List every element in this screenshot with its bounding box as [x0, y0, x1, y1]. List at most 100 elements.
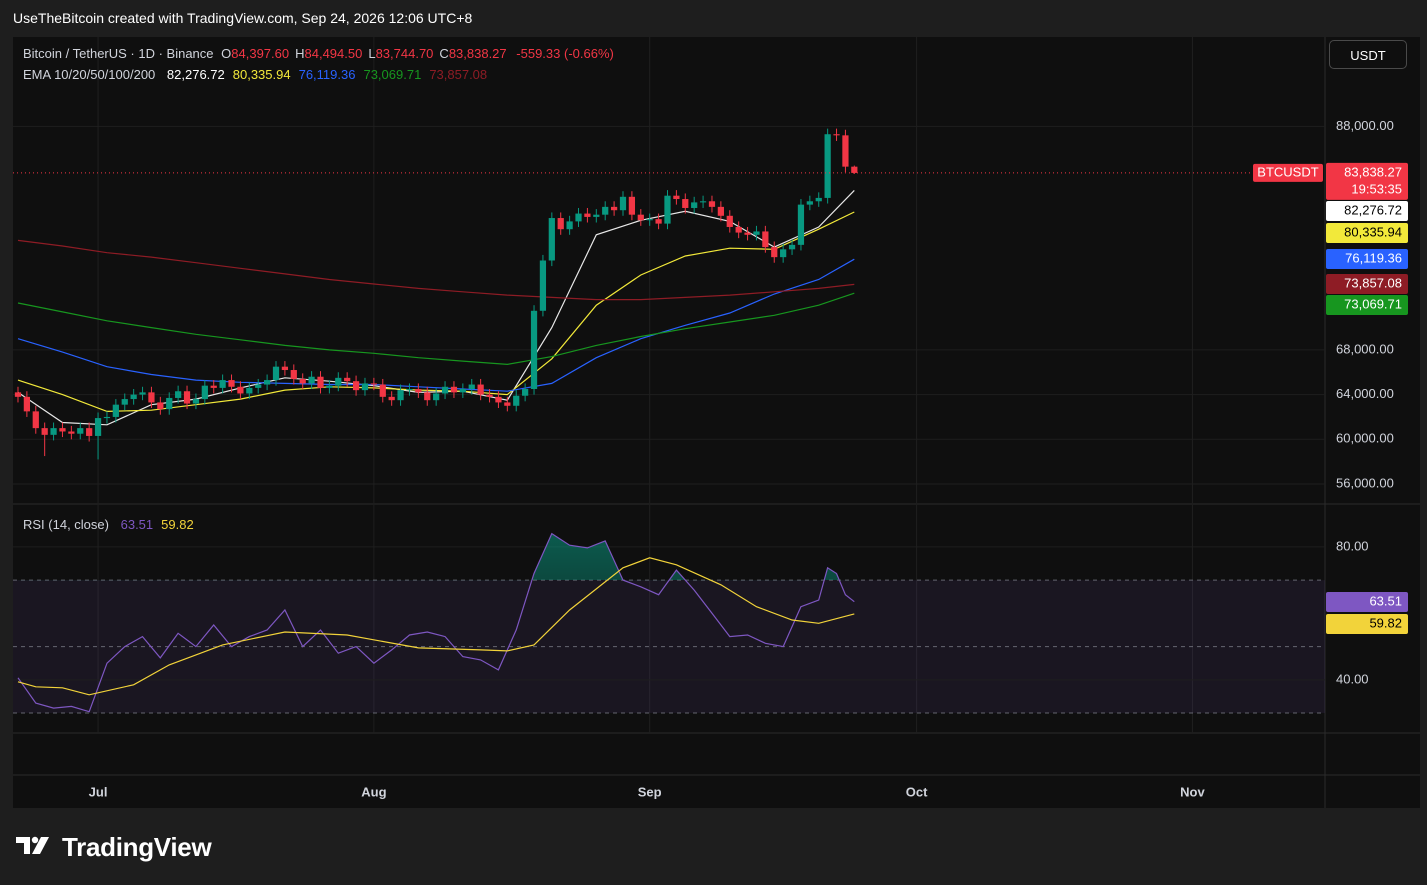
price-tag: [1326, 223, 1408, 243]
currency-button[interactable]: USDT: [1329, 40, 1407, 69]
candle-body: [157, 402, 164, 410]
candle-body: [121, 399, 128, 405]
candle-body: [557, 218, 564, 230]
candle-body: [281, 366, 289, 371]
candle-body: [584, 213, 591, 217]
candle-body: [806, 201, 813, 205]
candle-body: [263, 380, 271, 385]
candle-body: [691, 202, 698, 208]
price-legend: Bitcoin / TetherUS · 1D · Binance O84,39…: [23, 46, 614, 61]
price-tag: [1326, 614, 1408, 634]
x-tick-label: Jul: [89, 784, 108, 799]
candle-body: [344, 377, 351, 382]
candle-body: [762, 231, 769, 248]
candle-body: [237, 386, 244, 394]
candle-body: [637, 214, 644, 221]
candle-body: [210, 385, 217, 388]
price-tag-label: 82,276.72: [1344, 202, 1402, 217]
ohlc-value: 84,397.60: [231, 46, 290, 61]
price-tag: [1326, 295, 1408, 315]
y-tick-label: 40.00: [1336, 671, 1369, 686]
candle-body: [14, 392, 22, 397]
candle-body: [148, 392, 155, 403]
chart-layers: Jul Aug Sep Oct Nov 88,000.00 68,000.00 64,000.…: [13, 37, 1420, 808]
symbol: Bitcoin / TetherUS · 1D · Binance: [23, 46, 214, 61]
candle-body: [610, 206, 618, 211]
x-tick-label: Nov: [1180, 784, 1205, 799]
logo-icon: [16, 836, 49, 854]
candle-body: [539, 260, 547, 311]
ohlc-value: 84,494.50: [304, 46, 363, 61]
candle-body: [166, 397, 173, 410]
candle-body: [130, 394, 137, 400]
candle-body: [433, 393, 440, 401]
candle-body: [566, 221, 573, 230]
candle-body: [255, 384, 262, 388]
rsi-legend: RSI (14, close) 63.51 59.82: [23, 517, 194, 532]
candle-body: [504, 402, 511, 406]
candle-body: [646, 219, 653, 221]
candle-body: [699, 201, 707, 203]
candle-body: [77, 428, 84, 434]
candle-body: [299, 378, 306, 384]
candle-body: [735, 226, 742, 233]
candle-body: [308, 376, 315, 384]
ohlc-value: 83,838.27: [448, 46, 507, 61]
candle-body: [477, 384, 484, 395]
candle-body: [628, 196, 636, 215]
price-tag-label: 73,069.71: [1344, 296, 1402, 311]
candle-body: [771, 247, 778, 258]
candle-body: [103, 416, 111, 419]
ema-value: 73,857.08: [429, 67, 488, 82]
ema-values: 82,276.72 80,335.94 76,119.36 73,069.71 73,8…: [159, 67, 487, 82]
candle-body: [379, 384, 386, 397]
candle-body: [335, 377, 342, 386]
candle-body: [655, 219, 662, 224]
candle-body: [708, 201, 716, 207]
candle-body: [50, 428, 57, 435]
candle-body: [744, 232, 751, 235]
rsi-value: 63.51: [120, 517, 154, 532]
price-tag-label: 80,335.94: [1344, 224, 1402, 239]
attribution: UseTheBitcoin created with TradingView.c…: [13, 10, 473, 26]
candle-body: [94, 418, 102, 436]
candle-body: [602, 206, 609, 215]
candle-body: [664, 195, 671, 224]
change: -559.33 (-0.66%): [516, 46, 614, 61]
candle-body: [317, 376, 324, 388]
candle-body: [352, 381, 360, 391]
price-tag-label: 63.51: [1369, 593, 1402, 608]
candle-body: [388, 396, 395, 401]
rsi-line: [17, 532, 855, 713]
candle-body: [228, 380, 235, 387]
candle-body: [530, 310, 538, 390]
candle-body: [842, 135, 849, 167]
candle-body: [495, 396, 502, 403]
ohlc-key: O: [221, 46, 232, 61]
y-tick-label: 60,000.00: [1336, 431, 1394, 446]
rsi-title: RSI (14, close): [23, 517, 109, 532]
candle-body: [424, 392, 431, 401]
candle-body: [183, 391, 191, 404]
ohlc-key: L: [368, 46, 376, 61]
candle-body: [192, 399, 200, 404]
price-tag: [1326, 274, 1408, 294]
ema-line: [17, 258, 855, 392]
candle-body: [68, 431, 75, 434]
symbol-tag-label: BTCUSDT: [1257, 164, 1318, 179]
candle-body: [450, 386, 458, 393]
candle-body: [361, 383, 369, 391]
candle-body: [112, 404, 119, 417]
price-tag: [1326, 162, 1408, 200]
price-tag: [1326, 592, 1408, 612]
candle-body: [673, 195, 680, 200]
candle-body: [682, 199, 689, 208]
candle-body: [815, 197, 822, 202]
candle-body: [824, 134, 831, 198]
symbol-tag: [1253, 163, 1323, 182]
candle-body: [468, 384, 475, 390]
candle-body: [139, 392, 146, 395]
price-tag: [1326, 249, 1408, 269]
x-tick-label: Sep: [638, 784, 662, 799]
